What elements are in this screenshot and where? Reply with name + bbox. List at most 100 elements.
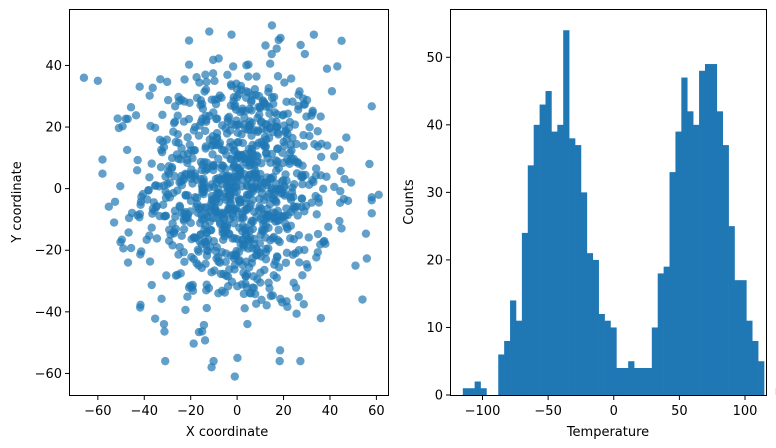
- x-tick-label: −100: [465, 404, 501, 419]
- x-tick-label: 0: [610, 404, 618, 419]
- x-tick-label: −20: [177, 404, 204, 419]
- scatter-point: [198, 160, 207, 170]
- scatter-point: [286, 207, 296, 217]
- scatter-point: [316, 152, 326, 162]
- scatter-point: [194, 247, 203, 256]
- scatter-point: [132, 166, 142, 175]
- scatter-point: [282, 97, 291, 107]
- scatter-point: [186, 207, 195, 216]
- histogram-bar: [634, 367, 641, 395]
- scatter-point: [210, 95, 220, 104]
- scatter-point: [248, 224, 258, 234]
- scatter-point: [191, 233, 201, 243]
- scatter-point: [323, 141, 332, 150]
- scatter-point: [212, 133, 221, 143]
- x-tick-label: −60: [84, 404, 111, 419]
- scatter-point: [175, 96, 184, 106]
- scatter-point: [203, 212, 212, 222]
- scatter-point: [245, 104, 254, 114]
- histogram-bar: [699, 70, 706, 395]
- scatter-point: [260, 265, 269, 275]
- scatter-point: [184, 60, 194, 69]
- y-tick-label: 50: [426, 51, 443, 66]
- scatter-point: [214, 154, 223, 164]
- scatter-point: [251, 289, 260, 299]
- scatter-point: [304, 233, 313, 242]
- scatter-x-ticks: −60 −40 −20 0 20 40 60: [84, 395, 385, 419]
- scatter-point: [123, 114, 132, 124]
- scatter-point: [217, 286, 227, 296]
- scatter-point: [238, 209, 247, 218]
- scatter-point: [279, 110, 288, 119]
- scatter-point: [217, 164, 226, 173]
- scatter-point: [229, 253, 239, 263]
- histogram-bar: [740, 280, 747, 395]
- scatter-point: [79, 73, 89, 82]
- scatter-point: [292, 309, 301, 318]
- scatter-point: [174, 138, 183, 148]
- scatter-point: [173, 270, 182, 280]
- scatter-point: [316, 313, 326, 323]
- histogram-bar: [504, 340, 511, 395]
- scatter-point: [286, 234, 295, 243]
- scatter-point: [242, 270, 252, 279]
- scatter-point: [161, 193, 171, 203]
- scatter-point: [197, 263, 206, 273]
- scatter-point: [183, 292, 192, 301]
- scatter-point: [148, 83, 157, 93]
- scatter-point: [124, 228, 133, 237]
- scatter-point: [181, 213, 191, 223]
- scatter-point: [142, 235, 151, 244]
- scatter-point: [179, 224, 189, 234]
- scatter-point: [180, 257, 189, 267]
- scatter-point: [272, 252, 282, 261]
- scatter-point: [195, 78, 204, 87]
- scatter-point: [159, 319, 169, 329]
- scatter-point: [172, 150, 182, 159]
- scatter-point: [367, 196, 376, 205]
- scatter-point: [280, 78, 289, 87]
- scatter-point: [312, 210, 321, 219]
- scatter-point: [239, 289, 249, 299]
- scatter-point: [262, 301, 271, 310]
- scatter-point: [244, 190, 253, 200]
- scatter-point: [262, 102, 271, 111]
- histogram-bar: [657, 273, 664, 395]
- scatter-point: [145, 91, 154, 100]
- scatter-point: [201, 70, 210, 79]
- scatter-point: [155, 211, 164, 221]
- scatter-point: [163, 179, 172, 189]
- scatter-point: [281, 170, 290, 179]
- scatter-point: [351, 261, 360, 270]
- scatter-point: [212, 114, 221, 124]
- scatter-point: [335, 216, 344, 226]
- scatter-point: [367, 102, 376, 111]
- scatter-point: [262, 213, 272, 223]
- scatter-point: [208, 55, 218, 65]
- scatter-point: [123, 258, 133, 267]
- scatter-point: [225, 265, 234, 274]
- scatter-point: [274, 225, 283, 235]
- scatter-point: [262, 180, 272, 190]
- scatter-point: [222, 150, 231, 159]
- scatter-point: [244, 88, 253, 97]
- scatter-point: [268, 291, 278, 300]
- scatter-point: [291, 249, 300, 258]
- scatter-point: [246, 97, 256, 107]
- scatter-point: [158, 110, 167, 120]
- scatter-point: [133, 155, 142, 165]
- scatter-point: [156, 75, 165, 84]
- scatter-point: [333, 62, 342, 71]
- scatter-point: [252, 151, 261, 160]
- scatter-point: [257, 159, 266, 168]
- scatter-point: [158, 200, 168, 209]
- histogram-bar: [480, 388, 487, 395]
- scatter-point: [233, 353, 242, 363]
- histogram-bar: [693, 124, 700, 395]
- scatter-point: [162, 77, 172, 87]
- scatter-point: [177, 231, 186, 240]
- scatter-point: [174, 250, 183, 259]
- scatter-point: [337, 224, 346, 233]
- scatter-point: [244, 263, 254, 272]
